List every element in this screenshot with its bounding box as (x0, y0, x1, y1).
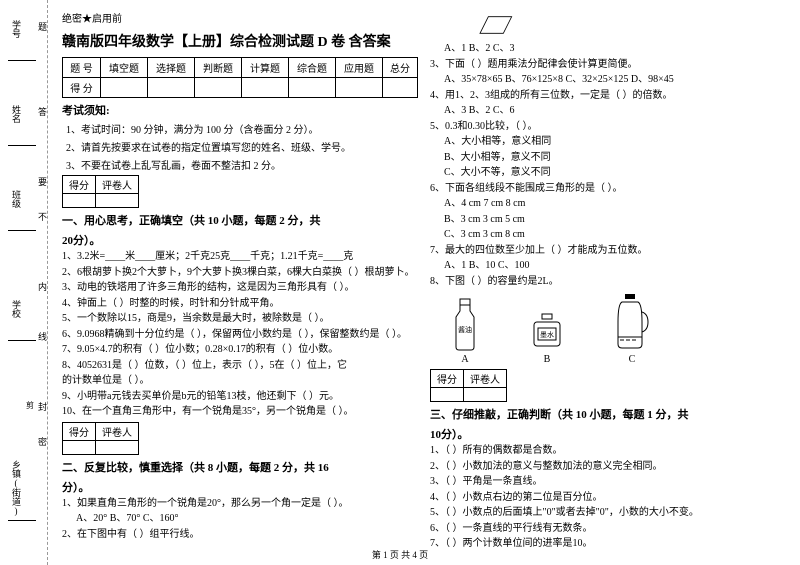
bind-label-1: 姓名 (10, 105, 23, 123)
q2r-5: 5、0.3和0.30比较，（ ）。 (430, 120, 786, 134)
h0: 题 (38, 20, 47, 33)
h1: 答 (38, 105, 47, 118)
bottle-a: 酱油 A (450, 297, 480, 365)
part3-title: 三、仔细推敲，正确判断（共 10 小题，每题 1 分，共 (430, 409, 689, 421)
q2r-15: 8、下图（ ）的容量约是2L。 (430, 275, 786, 289)
bottle-c: C (614, 292, 650, 365)
q2r-0: A、1 B、2 C、3 (430, 42, 786, 56)
q1-3: 4、钟面上（ ）时整的时候，时针和分针成平角。 (62, 297, 418, 311)
q2r-10: A、4 cm 7 cm 8 cm (430, 197, 786, 211)
th5: 综合题 (288, 58, 335, 78)
notice-0: 1、考试时间：90 分钟，满分为 100 分（含卷面分 2 分）。 (66, 121, 418, 136)
q1-10: 10、在一个直角三角形中，有一个锐角是35°，另一个锐角是（ ）。 (62, 405, 418, 419)
page-footer: 第 1 页 共 4 页 (0, 548, 800, 561)
q2r-4: A、3 B、2 C、6 (430, 104, 786, 118)
q2r-11: B、3 cm 3 cm 5 cm (430, 213, 786, 227)
part1-title2: 20分）。 (62, 232, 418, 248)
th4: 计算题 (241, 58, 288, 78)
mini-score-1: 得分评卷人 (62, 175, 139, 208)
bind-label-0: 学号 (10, 20, 23, 38)
th2: 选择题 (147, 58, 194, 78)
q2r-13: 7、最大的四位数至少加上（ ）才能成为五位数。 (430, 244, 786, 258)
q1-8b: 的计数单位是（ ）。 (62, 374, 418, 388)
binding-margin: 学号 姓名 班级 学校 乡镇(街道) 题 答 要 不 内 线 封 密 剪 (0, 0, 48, 565)
th0: 题 号 (63, 58, 101, 78)
q2r-12: C、3 cm 3 cm 8 cm (430, 228, 786, 242)
secret-label: 绝密★启用前 (62, 10, 418, 25)
q1-9: 9、小明带a元钱去买单价是b元的铅笔13枝，他还剩下（ ）元。 (62, 390, 418, 404)
h3: 不 (38, 210, 47, 223)
h5: 线 (38, 330, 47, 343)
row2: 得 分 (63, 78, 101, 98)
th3: 判断题 (194, 58, 241, 78)
q2-1: A、20° B、70° C、160° (62, 512, 418, 526)
page: 学号 姓名 班级 学校 乡镇(街道) 题 答 要 不 内 线 封 密 剪 绝密★… (0, 0, 800, 565)
cut: 剪 (26, 400, 34, 411)
q2r-2: A、35×78×65 B、76×125×8 C、32×25×125 D、98×4… (430, 73, 786, 87)
q2-2: 2、在下图中有（ ）组平行线。 (62, 528, 418, 542)
underline (8, 520, 36, 521)
notice-1: 2、请首先按要求在试卷的指定位置填写您的姓名、班级、学号。 (66, 139, 418, 154)
q1-8: 8、4052631是（ ）位数，（ ）位上，表示（ ），5在（ ）位上，它 (62, 359, 418, 373)
th1: 填空题 (100, 58, 147, 78)
q3-2: 3、（ ）平角是一条直线。 (430, 475, 786, 489)
content: 绝密★启用前 赣南版四年级数学【上册】综合检测试题 D 卷 含答案 题 号 填空… (48, 0, 800, 565)
q3-4: 5、（ ）小数点的后面填上"0"或者去掉"0"，小数的大小不变。 (430, 506, 786, 520)
q1-5: 6、9.0968精确到十分位约是（ ），保留两位小数约是（ ），保留整数约是（ … (62, 328, 418, 342)
svg-text:酱油: 酱油 (458, 325, 472, 334)
q1-1: 2、6根胡萝卜换2个大萝卜，9个大萝卜换3棵白菜，6棵大白菜换（ ）根胡萝卜。 (62, 266, 418, 280)
score-table: 题 号 填空题 选择题 判断题 计算题 综合题 应用题 总分 得 分 (62, 57, 418, 98)
bottle-label-b: B (530, 354, 564, 365)
q2r-6: A、大小相等，意义相同 (430, 135, 786, 149)
underline (8, 60, 36, 61)
h4: 内 (38, 280, 47, 293)
q1-2: 3、动电的铁塔用了许多三角形的结构，这是因为三角形具有（ ）。 (62, 281, 418, 295)
q2r-7: B、大小相等，意义不同 (430, 151, 786, 165)
q1-0: 1、3.2米=____米____厘米；2千克25克____千克；1.21千克=_… (62, 250, 418, 264)
notice-head: 考试须知: (62, 102, 418, 118)
underline (8, 145, 36, 146)
mh0: 得分 (63, 176, 96, 194)
q2-0: 1、如果直角三角形的一个锐角是20°，那么另一个角一定是（ ）。 (62, 497, 418, 511)
q3-1: 2、（ ）小数加法的意义与整数加法的意义完全相同。 (430, 460, 786, 474)
mini-score-2: 得分评卷人 (62, 422, 139, 455)
h7: 密 (38, 435, 47, 448)
bind-label-4: 乡镇(街道) (10, 460, 23, 516)
q2r-8: C、大小不等，意义不同 (430, 166, 786, 180)
q2r-14: A、1 B、10 C、100 (430, 259, 786, 273)
bottle-b: 墨水 B (530, 312, 564, 365)
underline (8, 230, 36, 231)
exam-title: 赣南版四年级数学【上册】综合检测试题 D 卷 含答案 (62, 31, 418, 51)
q2r-3: 4、用1、2、3组成的所有三位数，一定是（ ）的倍数。 (430, 89, 786, 103)
underline (8, 340, 36, 341)
h2: 要 (38, 175, 47, 188)
notice-list: 1、考试时间：90 分钟，满分为 100 分（含卷面分 2 分）。 2、请首先按… (62, 121, 418, 172)
q3-5: 6、（ ）一条直线的平行线有无数条。 (430, 522, 786, 536)
q2r-9: 6、下面各组线段不能围成三角形的是（ ）。 (430, 182, 786, 196)
h6: 封 (38, 400, 47, 413)
q3-0: 1、（ ）所有的偶数都是合数。 (430, 444, 786, 458)
part1-title: 一、用心思考，正确填空（共 10 小题，每题 2 分，共 (62, 215, 321, 227)
svg-text:墨水: 墨水 (540, 330, 554, 339)
mh1: 评卷人 (96, 176, 139, 194)
mini-score-3: 得分评卷人 (430, 369, 507, 402)
right-column: A、1 B、2 C、3 3、下面（ ）题用乘法分配律会使计算更简便。 A、35×… (424, 10, 792, 559)
left-column: 绝密★启用前 赣南版四年级数学【上册】综合检测试题 D 卷 含答案 题 号 填空… (56, 10, 424, 559)
part3-title2: 10分）。 (430, 426, 786, 442)
notice-2: 3、不要在试卷上乱写乱画，卷面不整洁扣 2 分。 (66, 157, 418, 172)
part2-title2: 分）。 (62, 479, 418, 495)
q3-3: 4、（ ）小数点右边的第二位是百分位。 (430, 491, 786, 505)
bottle-label-c: C (614, 354, 650, 365)
rhombus-figure (470, 10, 520, 40)
th6: 应用题 (335, 58, 382, 78)
q2r-1: 3、下面（ ）题用乘法分配律会使计算更简便。 (430, 58, 786, 72)
bottles-row: 酱油 A 墨水 B (450, 292, 786, 365)
q1-7: 7、9.05×4.7的积有（ ）位小数；0.28×0.17的积有（ ）位小数。 (62, 343, 418, 357)
th7: 总分 (382, 58, 417, 78)
bind-label-3: 学校 (10, 300, 23, 318)
bind-label-2: 班级 (10, 190, 23, 208)
part2-title: 二、反复比较，慎重选择（共 8 小题，每题 2 分，共 16 (62, 462, 329, 474)
q1-4: 5、一个数除以15，商是9，当余数是最大时，被除数是（ ）。 (62, 312, 418, 326)
bottle-label-a: A (450, 354, 480, 365)
